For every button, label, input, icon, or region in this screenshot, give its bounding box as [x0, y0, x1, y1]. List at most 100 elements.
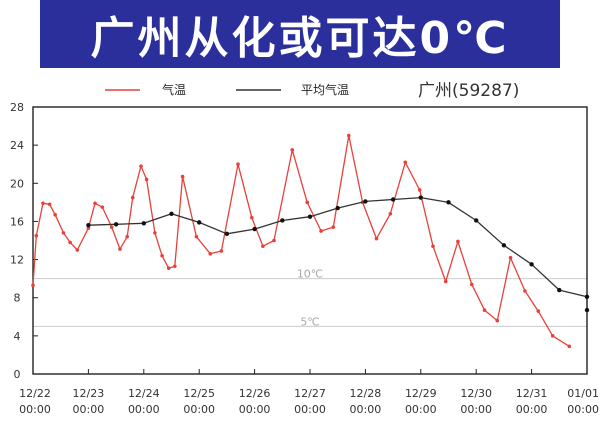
- data-point: [153, 231, 157, 235]
- data-point: [495, 318, 500, 323]
- data-point: [536, 309, 541, 313]
- series-line-1: [88, 196, 588, 311]
- x-tick-date: 12/29: [405, 387, 437, 400]
- data-point: [68, 240, 72, 245]
- data-point: [61, 231, 66, 235]
- data-point: [443, 279, 448, 284]
- data-point: [53, 212, 57, 217]
- x-tick-time: 00:00: [516, 403, 548, 416]
- x-tick-date: 12/23: [73, 387, 105, 400]
- data-point: [417, 188, 422, 192]
- data-point: [34, 233, 39, 238]
- legend-label-avg: 平均气温: [301, 82, 349, 97]
- y-tick-label: 28: [10, 101, 24, 114]
- data-point: [109, 225, 114, 229]
- data-point: [290, 148, 295, 152]
- x-tick-time: 00:00: [567, 403, 599, 416]
- data-point: [346, 133, 351, 138]
- data-point: [374, 236, 379, 241]
- legend: 气温 平均气温 广州(59287): [105, 81, 519, 101]
- data-point: [529, 262, 534, 267]
- data-point: [584, 307, 590, 313]
- data-point: [41, 201, 45, 206]
- y-tick-label: 20: [10, 177, 24, 190]
- data-point: [130, 195, 135, 200]
- data-point: [100, 205, 105, 209]
- data-point: [446, 200, 451, 205]
- x-tick-time: 00:00: [460, 403, 492, 416]
- y-tick-label: 16: [10, 215, 24, 228]
- data-point: [252, 226, 257, 232]
- data-point: [86, 223, 91, 228]
- data-point: [208, 252, 213, 256]
- x-axis: 12/22 00:00 12/23 00:00 12/24 00:00 12/25 00:00…: [19, 369, 599, 416]
- data-point: [550, 334, 555, 338]
- data-point: [307, 214, 313, 219]
- data-point: [144, 177, 149, 182]
- data-point: [456, 239, 460, 244]
- x-tick-date: 12/26: [239, 387, 271, 400]
- x-tick-time: 00:00: [19, 403, 51, 416]
- data-point: [319, 229, 323, 233]
- data-point: [390, 197, 396, 202]
- data-point: [403, 160, 408, 165]
- title-banner: 广州从化或可达0℃: [40, 0, 560, 68]
- x-tick-time: 00:00: [73, 403, 105, 416]
- ref-lines: 10℃ 5℃: [33, 268, 587, 328]
- y-tick-label: 12: [10, 254, 24, 267]
- data-point: [584, 294, 590, 299]
- x-tick-date: 12/31: [516, 387, 548, 400]
- data-point: [250, 215, 254, 220]
- data-point: [169, 211, 174, 216]
- data-point: [47, 202, 52, 207]
- data-point: [236, 162, 240, 167]
- data-point: [219, 249, 224, 253]
- x-tick-time: 00:00: [239, 403, 271, 416]
- data-point: [280, 218, 285, 223]
- x-tick-date: 12/25: [183, 387, 215, 400]
- data-point: [194, 234, 199, 239]
- data-point: [173, 264, 177, 269]
- data-point: [508, 255, 513, 260]
- x-tick-date: 12/22: [19, 387, 51, 400]
- x-tick-date: 12/24: [128, 387, 160, 400]
- data-point: [388, 212, 393, 216]
- data-point: [160, 253, 164, 258]
- data-point: [431, 244, 435, 249]
- data-point: [363, 199, 368, 204]
- data-point: [501, 243, 507, 248]
- data-point: [523, 289, 527, 293]
- y-tick-label: 24: [10, 139, 24, 152]
- data-point: [75, 248, 80, 252]
- x-tick-date: 12/30: [460, 387, 492, 400]
- data-point: [93, 201, 97, 206]
- x-tick-time: 00:00: [405, 403, 437, 416]
- data-point: [474, 218, 479, 223]
- station-label: 广州(59287): [418, 81, 519, 101]
- data-point: [141, 221, 146, 226]
- data-point: [166, 266, 171, 270]
- data-point: [113, 222, 119, 227]
- data-point: [331, 225, 336, 229]
- ref-line-label: 10℃: [297, 268, 323, 281]
- x-tick-date: 01/01: [567, 387, 599, 400]
- data-point: [305, 200, 310, 205]
- data-point: [125, 234, 129, 239]
- data-point: [335, 205, 340, 211]
- data-point: [224, 231, 230, 237]
- data-point: [180, 174, 185, 179]
- data-point: [482, 308, 487, 312]
- data-point: [418, 195, 423, 200]
- data-point: [272, 238, 276, 243]
- x-tick-date: 12/28: [350, 387, 382, 400]
- x-tick-time: 00:00: [183, 403, 215, 416]
- x-tick-time: 00:00: [128, 403, 160, 416]
- y-tick-label: 0: [14, 368, 21, 381]
- data-point: [567, 344, 572, 349]
- legend-label-temp: 气温: [162, 82, 186, 97]
- x-tick-time: 00:00: [294, 403, 326, 416]
- y-tick-label: 8: [14, 292, 21, 305]
- data-point: [118, 247, 122, 251]
